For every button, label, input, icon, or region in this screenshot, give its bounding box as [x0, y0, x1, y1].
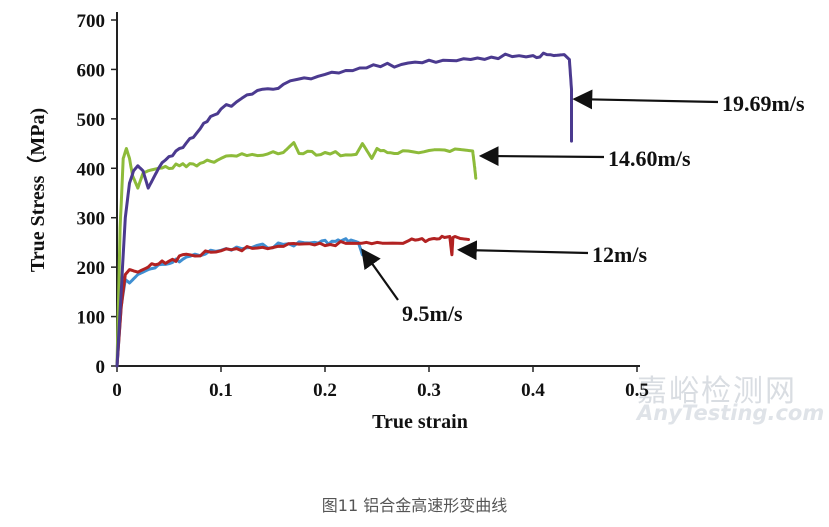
annotation-label: 12m/s: [592, 242, 647, 267]
annotation-arrow: [478, 146, 605, 166]
y-tick-label: 300: [77, 209, 106, 230]
annotation-arrow: [361, 248, 399, 301]
annotation-label: 9.5m/s: [402, 301, 463, 326]
watermark-sub-text: AnyTesting.com: [635, 401, 824, 425]
series-line-9-5m-s: [115, 237, 364, 368]
annotation-arrow: [457, 240, 589, 261]
x-tick-label: 0.1: [209, 380, 233, 401]
annotation-arrow: [572, 89, 719, 110]
x-tick-label: 0.2: [313, 380, 337, 401]
x-tick-label: 0.5: [625, 380, 649, 401]
y-tick-label: 500: [77, 110, 106, 131]
tick-group: 0 0.1 0.2 0.3 0.4 0.5 0 100 200 300 400 500 600 700: [77, 11, 649, 401]
series-line-14-60m-s: [115, 141, 478, 368]
y-tick-label: 200: [77, 258, 106, 279]
x-axis-title: True strain: [372, 411, 468, 433]
watermark-main-text: 嘉峪检测网: [637, 374, 797, 409]
annotation-label: 14.60m/s: [608, 146, 691, 171]
x-tick-label: 0.4: [521, 380, 545, 401]
y-tick-label: 100: [77, 308, 106, 329]
annotation-group: 19.69m/s 14.60m/s 12m/s 9.5m/s: [361, 89, 805, 326]
series-line-19-69m-s: [115, 51, 573, 368]
y-tick-label: 600: [77, 60, 106, 81]
annotation-label: 19.69m/s: [722, 91, 805, 116]
y-tick-label: 700: [77, 11, 106, 32]
x-tick-label: 0: [112, 380, 122, 401]
figure-caption: 图11 铝合金高速形变曲线: [321, 496, 508, 515]
series-line-12m-s: [115, 234, 470, 368]
y-axis-title: True Stress（MPa): [26, 108, 49, 272]
y-tick-label: 400: [77, 159, 106, 180]
x-tick-label: 0.3: [417, 380, 441, 401]
series-group: [115, 51, 573, 368]
y-tick-label: 0: [96, 357, 106, 378]
